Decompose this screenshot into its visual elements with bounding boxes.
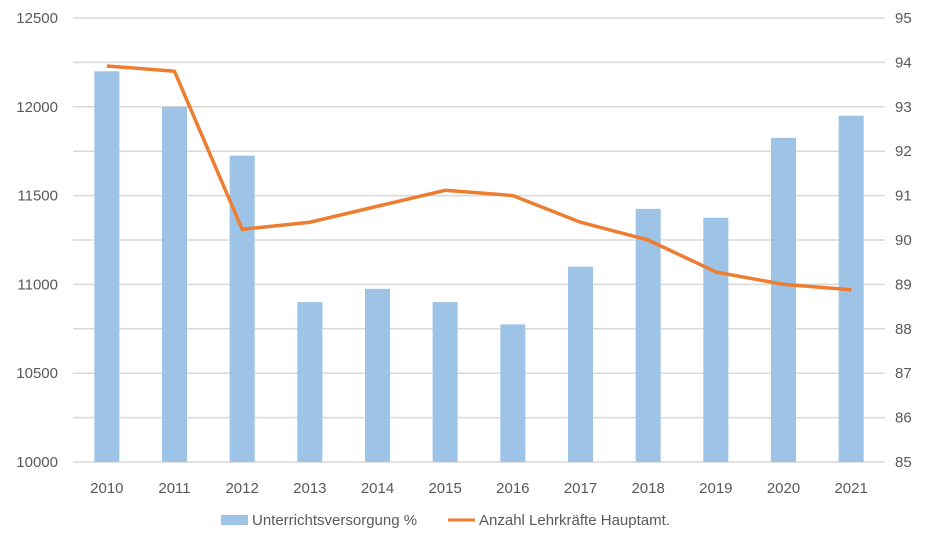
right-tick-label: 93	[895, 99, 912, 116]
line-path[interactable]	[106, 64, 852, 292]
legend-label-bars: Unterrichtsversorgung %	[252, 512, 417, 529]
right-tick-label: 95	[895, 10, 912, 27]
right-tick-label: 86	[895, 410, 912, 427]
bar-2017[interactable]	[567, 266, 594, 462]
x-tick-label: 2013	[293, 480, 326, 497]
x-tick-label: 2011	[158, 480, 190, 497]
left-tick-label: 10500	[16, 365, 58, 382]
x-tick-label: 2016	[496, 480, 529, 497]
x-tick-label: 2014	[361, 480, 394, 497]
right-tick-label: 90	[895, 232, 912, 249]
bar-2013[interactable]	[297, 302, 323, 462]
bar-2019[interactable]	[703, 217, 729, 462]
left-tick-label: 11500	[17, 188, 58, 205]
legend-label-line: Anzahl Lehrkräfte Hauptamt.	[479, 512, 670, 529]
right-tick-label: 88	[895, 321, 912, 338]
bar-2010[interactable]	[94, 71, 120, 462]
legend-item-bars[interactable]: Unterrichtsversorgung %	[221, 512, 417, 529]
left-tick-label: 12000	[16, 99, 58, 116]
left-tick-label: 12500	[16, 10, 58, 27]
right-tick-label: 94	[895, 54, 912, 71]
x-tick-label: 2012	[225, 480, 258, 497]
right-tick-label: 92	[895, 143, 912, 160]
gridlines	[73, 17, 885, 463]
legend-swatch-bars	[221, 515, 248, 525]
line-series-lehrkraefte	[106, 64, 852, 292]
bar-series-unterrichtsversorgung	[94, 71, 864, 463]
right-tick-label: 85	[895, 454, 912, 471]
right-y-axis: 85 86 87 88 89 90 91 92 93 94 95	[895, 10, 912, 471]
bar-2016[interactable]	[500, 324, 526, 462]
legend: Unterrichtsversorgung % Anzahl Lehrkräft…	[221, 512, 670, 529]
legend-item-line[interactable]: Anzahl Lehrkräfte Hauptamt.	[448, 512, 670, 529]
left-tick-label: 11000	[17, 276, 58, 293]
x-tick-label: 2019	[699, 480, 732, 497]
bar-2014[interactable]	[364, 288, 391, 462]
x-tick-label: 2017	[564, 480, 597, 497]
left-y-axis: 10000 10500 11000 11500 12000 12500	[16, 10, 58, 471]
right-tick-label: 87	[895, 365, 912, 382]
bar-2012[interactable]	[229, 155, 255, 462]
x-tick-label: 2015	[428, 480, 461, 497]
bar-2011[interactable]	[161, 106, 188, 463]
left-tick-label: 10000	[16, 454, 58, 471]
x-tick-label: 2021	[834, 480, 867, 497]
right-tick-label: 91	[895, 188, 912, 205]
right-tick-label: 89	[895, 276, 912, 293]
x-tick-label: 2020	[767, 480, 800, 497]
x-tick-label: 2018	[631, 480, 664, 497]
bar-2018[interactable]	[635, 208, 661, 462]
bar-2020[interactable]	[770, 137, 797, 462]
bar-2015[interactable]	[432, 302, 458, 462]
x-axis: 2010 2011 2012 2013 2014 2015 2016 2017 2018 2019…	[90, 480, 868, 497]
x-tick-label: 2010	[90, 480, 123, 497]
